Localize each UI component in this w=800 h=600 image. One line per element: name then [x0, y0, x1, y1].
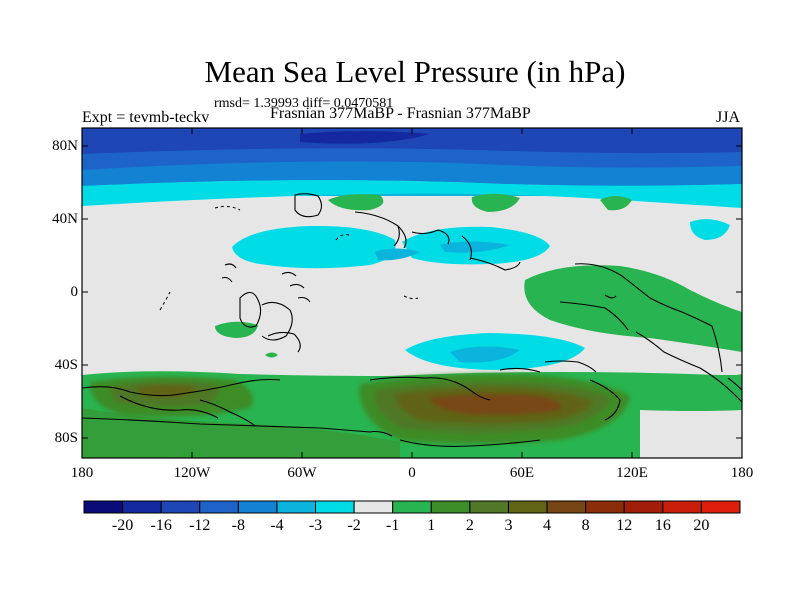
colorbar-box: [353, 500, 394, 514]
lat-tick: 40N: [52, 211, 78, 227]
lon-tick: 180: [70, 465, 94, 481]
lat-tick: 80N: [52, 138, 78, 154]
colorbar-label: 2: [465, 517, 474, 534]
colorbar-box: [662, 500, 702, 514]
colorbar-box: [700, 500, 741, 514]
colorbar-box: [199, 500, 239, 514]
period-label: Frasnian 377MaBP - Frasnian 377MaBP: [270, 105, 531, 122]
season-label: JJA: [715, 109, 740, 126]
colorbar-label: 8: [581, 517, 590, 534]
colorbar-label: -12: [189, 517, 211, 534]
colorbar-box: [276, 500, 317, 514]
colorbar-label: -20: [111, 517, 134, 534]
colorbar-box: [83, 500, 124, 514]
colorbar-box: [623, 500, 664, 514]
colorbar-label: -8: [231, 517, 245, 534]
colorbar-box: [122, 500, 162, 514]
experiment-label: Expt = tevmb-teckv: [82, 109, 210, 126]
colorbar-label: 20: [693, 517, 710, 534]
lon-tick: 120W: [173, 465, 211, 481]
lon-tick: 180: [730, 465, 754, 481]
stats-label: rmsd= 1.39993 diff= 0.0470581: [214, 96, 394, 111]
lon-tick: 0: [408, 465, 416, 481]
colorbar-box: [392, 500, 432, 514]
colorbar-label: 3: [504, 517, 513, 534]
colorbar-label: 1: [427, 517, 436, 534]
lon-tick: 120E: [616, 465, 648, 481]
lat-tick: 40S: [54, 357, 78, 373]
colorbar: [83, 500, 741, 514]
chart-title: Mean Sea Level Pressure (in hPa): [204, 54, 626, 89]
colorbar-label: 12: [616, 517, 633, 534]
lon-tick-marks: [191, 128, 633, 458]
colorbar-box: [546, 500, 587, 514]
colorbar-box: [469, 500, 509, 514]
lat-tick: 0: [70, 284, 79, 300]
paleogeography-coastlines: [82, 193, 742, 447]
lat-tick: 80S: [54, 430, 78, 446]
colorbar-box: [507, 500, 548, 514]
colorbar-box: [430, 500, 471, 514]
colorbar-label: 4: [543, 517, 552, 534]
lon-tick: 60W: [287, 465, 317, 481]
map-plot-area: [82, 128, 742, 458]
colorbar-label: -4: [270, 517, 284, 534]
coastline-dashes: [159, 205, 419, 311]
colorbar-label: -16: [150, 517, 172, 534]
lon-tick: 60E: [509, 465, 535, 481]
colorbar-box: [315, 500, 355, 514]
colorbar-box: [160, 500, 201, 514]
colorbar-label: 16: [654, 517, 671, 534]
positive-anomaly-patches: [82, 193, 742, 458]
colorbar-label: -3: [308, 517, 323, 534]
colorbar-box: [585, 500, 625, 514]
midlat-low-patches: [232, 219, 730, 370]
colorbar-box: [237, 500, 278, 514]
lat-tick-marks: [82, 145, 742, 439]
colorbar-label: -2: [347, 517, 361, 534]
colorbar-label: -1: [386, 517, 400, 534]
north-polar-low: [82, 128, 742, 208]
